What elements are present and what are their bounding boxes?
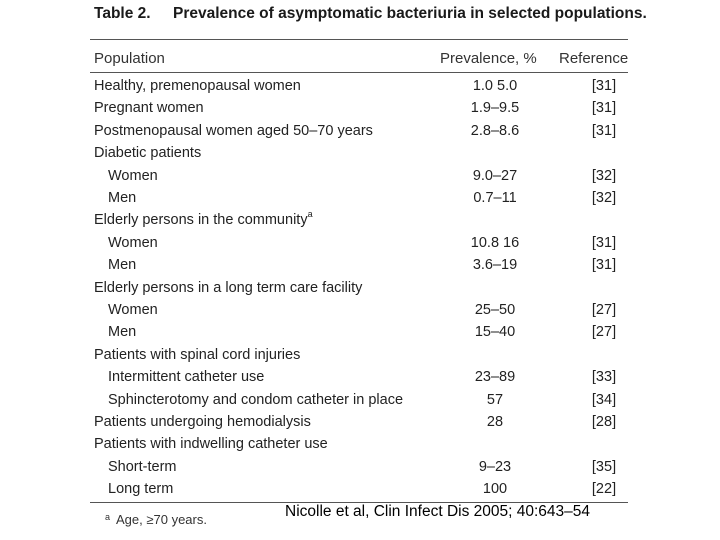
header-prevalence: Prevalence, % xyxy=(440,50,537,67)
population-cell: Elderly persons in a long term care faci… xyxy=(94,280,362,296)
citation: Nicolle et al, Clin Infect Dis 2005; 40:… xyxy=(285,503,591,520)
table-row: Postmenopausal women aged 50–70 years 2.8… xyxy=(0,123,720,145)
table-row: Men 15–40 [27] xyxy=(0,324,720,346)
population-cell: Men xyxy=(108,190,136,206)
reference-cell: [31] xyxy=(591,257,617,274)
population-cell: Pregnant women xyxy=(94,100,204,116)
population-label: Patients with indwelling catheter use xyxy=(94,436,328,453)
prevalence-cell: 9.0–27 xyxy=(472,167,518,184)
population-label: Patients with spinal cord injuries xyxy=(94,346,301,363)
table-group-row: Diabetic patients xyxy=(0,145,720,167)
population-label: Diabetic patients xyxy=(94,145,202,162)
population-label: Pregnant women xyxy=(94,100,204,117)
population-label: Elderly persons in the community xyxy=(94,212,308,229)
table-caption: Prevalence of asymptomatic bacteriuria i… xyxy=(173,5,647,22)
header-population: Population xyxy=(94,50,165,67)
table-number: Table 2. xyxy=(94,5,151,22)
population-label: Healthy, premenopausal women xyxy=(94,78,301,94)
population-label: Women xyxy=(108,167,158,184)
table-row: Long term 100 [22] xyxy=(0,481,720,503)
table-title: Table 2. Prevalence of asymptomatic bacte… xyxy=(94,5,647,23)
population-cell: Healthy, premenopausal women xyxy=(94,78,301,94)
prevalence-cell: 28 xyxy=(486,414,504,430)
table-row: Women 25–50 [27] xyxy=(0,302,720,324)
reference-cell: [31] xyxy=(591,234,617,251)
prevalence-cell: 2.8–8.6 xyxy=(470,122,520,139)
population-label: Men xyxy=(108,324,137,341)
footnote-text: Age, ≥70 years. xyxy=(116,512,207,527)
population-label: Intermittent catheter use xyxy=(108,369,265,386)
population-cell: Men xyxy=(108,324,136,340)
reference-cell: [27] xyxy=(591,302,617,318)
table-group-row: Elderly persons in a long term care faci… xyxy=(0,280,720,302)
population-label: Women xyxy=(108,234,158,251)
population-cell: Postmenopausal women aged 50–70 years xyxy=(94,123,373,139)
population-cell: Patients with spinal cord injuries xyxy=(94,347,300,363)
header-rule xyxy=(90,72,628,73)
prevalence-cell: 3.6–19 xyxy=(472,257,518,274)
population-cell: Short-term xyxy=(108,459,177,475)
population-cell: Men xyxy=(108,257,136,273)
population-label: Elderly persons in a long term care faci… xyxy=(94,279,363,296)
prevalence-cell: 100 xyxy=(482,481,508,498)
footnote-ref-marker: a xyxy=(307,209,313,220)
population-cell: Women xyxy=(108,302,158,318)
table-row: Women 10.8 16 [31] xyxy=(0,235,720,257)
population-label: Women xyxy=(108,302,158,318)
table-row: Intermittent catheter use 23–89 [33] xyxy=(0,369,720,391)
population-cell: Diabetic patients xyxy=(94,145,201,161)
prevalence-cell: 10.8 16 xyxy=(470,234,520,251)
table-row: Pregnant women 1.9–9.5 [31] xyxy=(0,100,720,122)
reference-cell: [32] xyxy=(591,167,617,184)
population-label: Postmenopausal women aged 50–70 years xyxy=(94,122,373,139)
population-cell: Sphincterotomy and condom catheter in pl… xyxy=(108,392,403,408)
population-cell: Women xyxy=(108,168,158,184)
prevalence-cell: 0.7–11 xyxy=(473,190,517,206)
population-label: Patients undergoing hemodialysis xyxy=(94,414,311,430)
population-label: Men xyxy=(108,190,137,206)
table-row: Short-term 9–23 [35] xyxy=(0,459,720,481)
table-group-row: Patients with spinal cord injuries xyxy=(0,347,720,369)
population-label: Sphincterotomy and condom catheter in pl… xyxy=(108,391,404,408)
population-cell: Patients undergoing hemodialysis xyxy=(94,414,311,430)
header-reference: Reference xyxy=(559,50,629,67)
reference-cell: [32] xyxy=(591,190,617,206)
prevalence-cell: 9–23 xyxy=(478,458,512,475)
table-group-row: Elderly persons in the communitya xyxy=(0,209,720,234)
reference-cell: [34] xyxy=(591,391,617,408)
population-cell: Intermittent catheter use xyxy=(108,369,264,385)
population-label: Long term xyxy=(108,481,174,498)
top-rule xyxy=(90,39,628,40)
population-cell: Women xyxy=(108,235,158,251)
table-group-row: Patients with indwelling catheter use xyxy=(0,436,720,458)
reference-cell: [35] xyxy=(591,458,617,475)
reference-cell: [31] xyxy=(591,100,617,117)
population-label: Men xyxy=(108,257,137,274)
table-row: Men 3.6–19 [31] xyxy=(0,257,720,279)
table-row: Healthy, premenopausal women 1.0 5.0 [31] xyxy=(0,78,720,100)
prevalence-cell: 1.9–9.5 xyxy=(470,100,520,117)
population-cell: Long term xyxy=(108,481,173,497)
population-cell: Elderly persons in the communitya xyxy=(94,209,313,229)
reference-cell: [22] xyxy=(591,481,617,498)
prevalence-cell: 57 xyxy=(486,391,504,408)
table-footnote: a Age, ≥70 years. xyxy=(105,512,207,527)
reference-cell: [33] xyxy=(591,369,617,386)
table-row: Women 9.0–27 [32] xyxy=(0,168,720,190)
reference-cell: [31] xyxy=(591,78,617,94)
prevalence-cell: 15–40 xyxy=(474,324,516,341)
prevalence-cell: 23–89 xyxy=(474,369,516,386)
footnote-marker: a xyxy=(105,512,111,522)
prevalence-cell: 25–50 xyxy=(474,302,516,318)
table-row: Men 0.7–11 [32] xyxy=(0,190,720,212)
population-label: Short-term xyxy=(108,458,177,475)
table-row: Patients undergoing hemodialysis 28 [28] xyxy=(0,414,720,436)
reference-cell: [31] xyxy=(591,122,617,139)
population-cell: Patients with indwelling catheter use xyxy=(94,436,328,452)
prevalence-cell: 1.0 5.0 xyxy=(472,78,518,94)
reference-cell: [28] xyxy=(591,414,617,430)
table-row: Sphincterotomy and condom catheter in pl… xyxy=(0,392,720,414)
reference-cell: [27] xyxy=(591,324,617,341)
bottom-rule xyxy=(90,502,628,503)
